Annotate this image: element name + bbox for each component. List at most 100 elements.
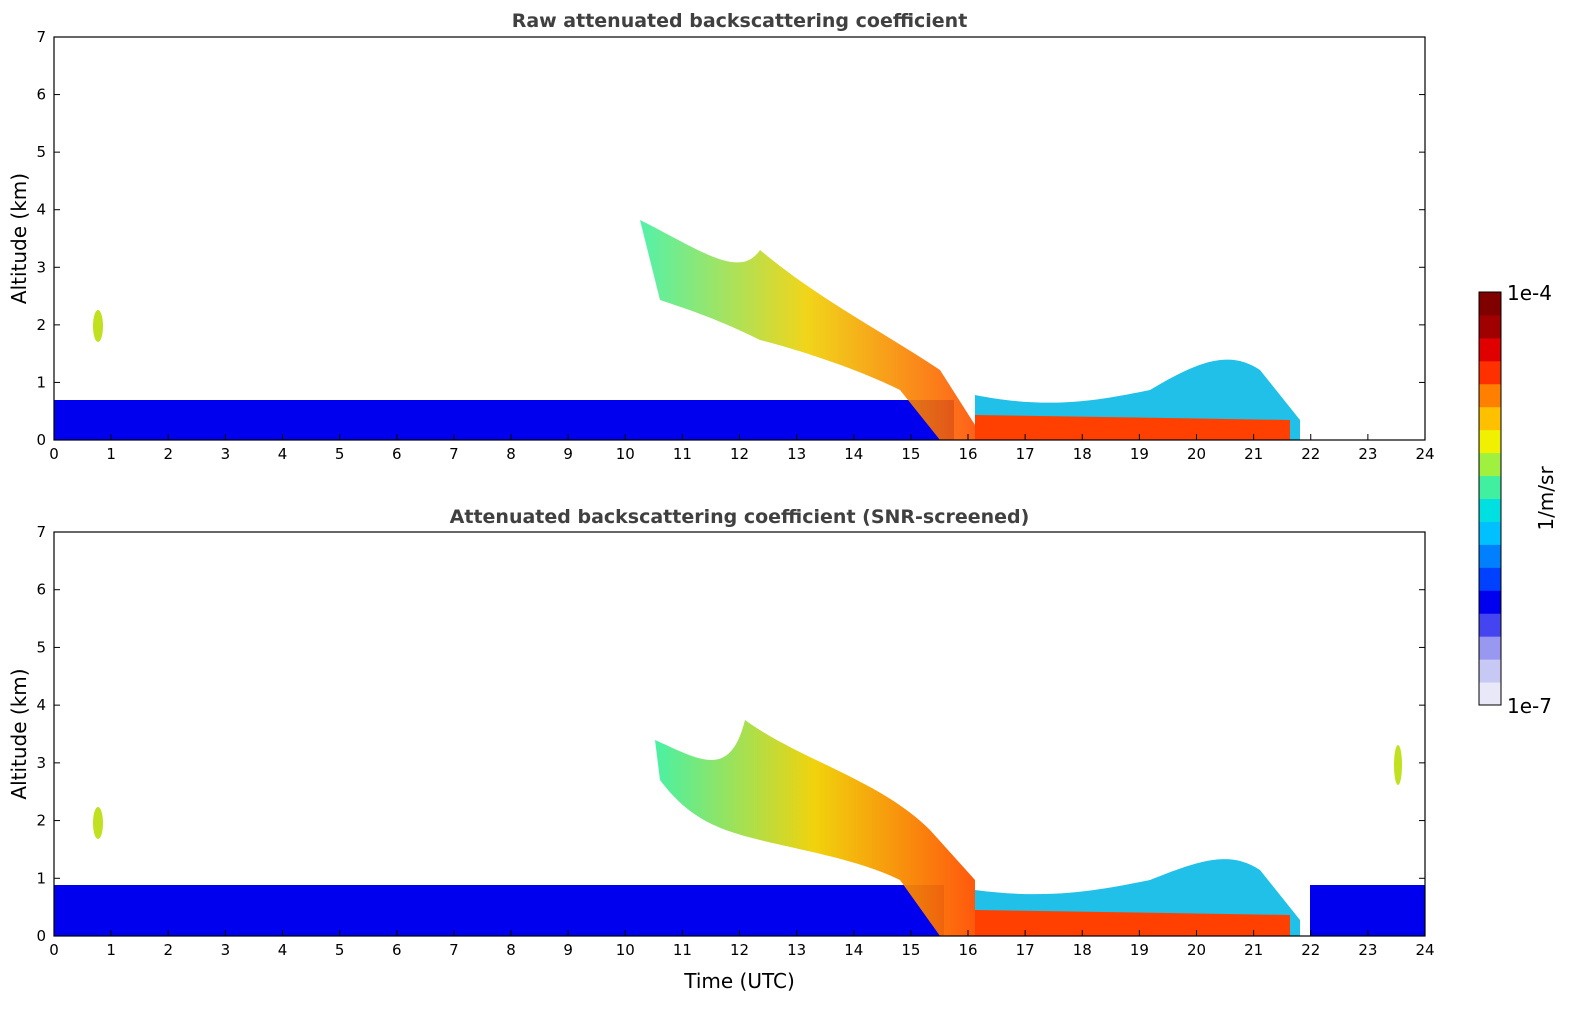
colorbar-block [1479,383,1501,408]
screened-boundary-layer [54,885,944,936]
x-tick-label: 6 [392,445,402,463]
x-tick-label: 22 [1301,445,1320,463]
screened-axis-ticks: 0 1 2 3 4 5 6 7 8 9 10 11 12 13 14 15 16 17 18 19 20 21 22 23 24… [36,523,1434,959]
colorbar-block [1479,452,1501,477]
y-tick-label: 2 [36,812,46,830]
colorbar-max-label: 1e-4 [1507,281,1552,305]
x-tick-label: 8 [506,445,516,463]
raw-aerosol-layer [640,220,975,440]
colorbar-block [1479,659,1501,683]
y-tick-label: 3 [36,258,46,276]
y-tick-label: 2 [36,316,46,334]
x-tick-label: 5 [335,445,345,463]
x-tick-label: 15 [901,445,920,463]
colorbar-min-label: 1e-7 [1507,694,1552,718]
y-tick-label: 4 [36,696,46,714]
x-tick-label: 0 [49,941,59,959]
x-tick-label: 18 [1073,445,1092,463]
x-tick-label: 7 [449,941,459,959]
colorbar-block [1479,337,1501,362]
x-tick-label: 21 [1244,941,1263,959]
colorbar-block [1479,521,1501,545]
raw-clear-region [980,37,1180,440]
colorbar-block [1479,429,1501,454]
x-tick-label: 1 [106,941,116,959]
x-tick-label: 4 [278,445,288,463]
x-tick-label: 12 [730,941,749,959]
x-tick-label: 17 [1016,941,1035,959]
x-tick-label: 3 [221,941,231,959]
x-tick-label: 16 [958,445,977,463]
x-tick-label: 8 [506,941,516,959]
x-tick-label: 14 [844,445,863,463]
colorbar-block [1479,544,1501,568]
colorbar-block [1479,475,1501,499]
colorbar-scale [1479,292,1501,706]
y-tick-label: 5 [36,638,46,656]
screened-plume-2 [1394,745,1402,785]
screened-heatmap [54,720,1425,936]
screened-low-cloud-core [975,910,1290,936]
colorbar-block [1479,590,1501,614]
x-tick-label: 18 [1073,941,1092,959]
colorbar-block [1479,314,1501,339]
x-tick-label: 23 [1358,941,1377,959]
x-tick-label: 10 [616,445,635,463]
screened-late-boundary-layer [1310,885,1425,936]
raw-ylabel: Altitude (km) [7,173,31,304]
x-tick-label: 5 [335,941,345,959]
x-tick-label: 17 [1016,445,1035,463]
colorbar-block [1479,567,1501,591]
colorbar-block [1479,360,1501,385]
y-tick-label: 5 [36,143,46,161]
x-tick-label: 14 [844,941,863,959]
raw-axis-ticks: 0 1 2 3 4 5 6 7 8 9 10 11 12 13 14 15 16 17 18 19 20 21 22 23 24… [36,28,1434,463]
raw-heatmap [54,37,1425,440]
y-tick-label: 1 [36,373,46,391]
screened-xlabel: Time (UTC) [683,969,795,993]
y-tick-label: 7 [36,523,46,541]
screened-ylabel: Altitude (km) [7,668,31,799]
x-tick-label: 19 [1130,445,1149,463]
colorbar-block [1479,636,1501,660]
x-tick-label: 10 [616,941,635,959]
y-tick-label: 4 [36,201,46,219]
x-tick-label: 19 [1130,941,1149,959]
x-tick-label: 23 [1358,445,1377,463]
colorbar-block [1479,613,1501,637]
x-tick-label: 15 [901,941,920,959]
colorbar-frame [1478,291,1502,706]
x-tick-label: 24 [1415,941,1434,959]
x-tick-label: 9 [563,941,573,959]
x-tick-label: 6 [392,941,402,959]
x-tick-label: 9 [563,445,573,463]
x-tick-label: 16 [958,941,977,959]
x-tick-label: 1 [106,445,116,463]
x-tick-label: 24 [1415,445,1434,463]
panel-title-raw: Raw attenuated backscattering coefficien… [512,10,968,32]
colorbar-block [1479,292,1501,316]
raw-low-cloud-core [975,415,1290,440]
x-tick-label: 4 [278,941,288,959]
y-tick-label: 7 [36,28,46,46]
x-tick-label: 3 [221,445,231,463]
x-tick-label: 21 [1244,445,1263,463]
raw-backscatter-panel: Raw attenuated backscattering coefficien… [7,10,1435,463]
x-tick-label: 20 [1187,941,1206,959]
x-tick-label: 22 [1301,941,1320,959]
x-tick-label: 11 [673,445,692,463]
colorbar-block [1479,406,1501,431]
y-tick-label: 0 [36,431,46,449]
panel-title-screened: Attenuated backscattering coefficient (S… [450,506,1030,528]
screened-backscatter-panel: Attenuated backscattering coefficient (S… [7,506,1435,993]
x-tick-label: 20 [1187,445,1206,463]
x-tick-label: 2 [163,445,173,463]
x-tick-label: 2 [163,941,173,959]
colorbar-unit-label: 1/m/sr [1534,466,1558,531]
y-tick-label: 6 [36,581,46,599]
screened-aerosol-layer [655,720,975,936]
screened-elevated-plume [93,807,103,839]
x-tick-label: 13 [787,941,806,959]
colorbar: 1e-4 1e-7 1/m/sr [1478,281,1558,718]
